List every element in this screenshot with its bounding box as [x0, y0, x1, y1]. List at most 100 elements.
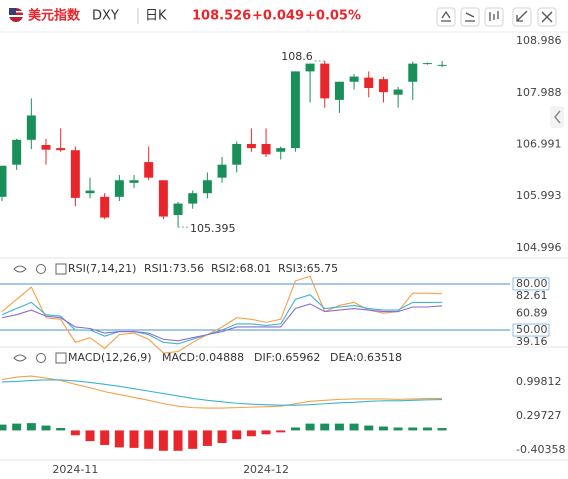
- y-tick-label: 39.16: [516, 335, 548, 348]
- gear-icon[interactable]: [36, 264, 46, 274]
- x-tick-label: 2024-12: [243, 463, 289, 476]
- histogram-bar: [188, 430, 198, 449]
- tool-icon: [541, 11, 553, 23]
- histogram-bar: [85, 430, 95, 442]
- indicator-title: RSI(7,14,21): [68, 262, 136, 275]
- histogram-bar: [305, 423, 315, 431]
- y-tick-label: 106.991: [516, 137, 562, 150]
- tool-icon: [441, 10, 451, 22]
- candle-body: [144, 162, 154, 178]
- candle-body: [320, 63, 330, 99]
- candle-body: [158, 180, 168, 217]
- y-tick-label: 0.29727: [516, 409, 562, 422]
- indicator-line: [1, 294, 443, 345]
- label-box: [512, 277, 550, 291]
- close-icon[interactable]: [55, 263, 67, 275]
- candle-body: [276, 148, 286, 152]
- histogram-bar: [70, 430, 80, 436]
- tool-button[interactable]: [436, 7, 456, 27]
- candle-body: [202, 180, 212, 194]
- candle-body: [41, 145, 51, 150]
- histogram-bar: [261, 430, 271, 435]
- candle-body: [378, 79, 388, 93]
- tool-icon: [489, 11, 499, 21]
- tool-button[interactable]: [512, 7, 532, 27]
- candle-body: [85, 190, 95, 194]
- histogram-bar: [290, 427, 300, 431]
- tool-icon: [465, 12, 475, 22]
- change: +0.049: [252, 9, 304, 24]
- candle-body: [437, 64, 447, 66]
- legend-entry: DEA:0.63518: [330, 351, 402, 364]
- symbol: DXY: [92, 9, 119, 24]
- tool-button[interactable]: [484, 7, 504, 27]
- histogram-bar: [378, 426, 388, 431]
- candle-body: [173, 203, 183, 215]
- histogram-bar: [144, 430, 154, 449]
- histogram-bar: [41, 425, 51, 431]
- histogram-bar: [320, 423, 330, 431]
- gear-icon[interactable]: [36, 353, 46, 363]
- price: 108.526: [192, 9, 251, 24]
- candle-body: [217, 164, 227, 178]
- flag-icon: [9, 8, 23, 22]
- toolbar: [436, 7, 557, 27]
- histogram-bar: [364, 425, 374, 431]
- histogram-bar: [217, 430, 227, 444]
- candle-body: [129, 180, 139, 183]
- indicator-title: MACD(12,26,9): [68, 351, 152, 364]
- histogram-bar: [276, 430, 286, 433]
- tool-button[interactable]: [537, 7, 557, 27]
- histogram-bar: [334, 423, 344, 431]
- y-tick-label: 105.993: [516, 189, 562, 202]
- histogram-bar: [12, 423, 22, 431]
- candle-body: [114, 180, 124, 197]
- panel-icons: [13, 263, 67, 364]
- candle-body: [100, 196, 110, 218]
- y-tick-label: -0.40358: [516, 443, 565, 456]
- candle-body: [232, 143, 242, 165]
- scroll-button[interactable]: [550, 106, 564, 128]
- candle-body: [26, 115, 36, 140]
- indicator-line: [1, 379, 443, 406]
- y-tick-label: 82.61: [516, 289, 548, 302]
- histogram-bar: [56, 427, 66, 431]
- candle-body: [364, 77, 374, 88]
- histogram-bar: [422, 427, 432, 431]
- max-annotation: 108.6: [281, 50, 313, 63]
- candle-body: [56, 148, 66, 151]
- candle-body: [393, 89, 403, 95]
- histogram-bar: [26, 423, 36, 431]
- histogram-bar: [173, 430, 183, 451]
- min-annotation: 105.395: [190, 222, 236, 235]
- period[interactable]: 日K: [145, 9, 167, 24]
- candle-body: [334, 81, 344, 100]
- histogram-bar: [158, 430, 168, 451]
- y-tick-label: 107.988: [516, 86, 562, 99]
- reference-label: 80.00: [516, 277, 548, 290]
- candle-body: [422, 63, 432, 65]
- tool-button[interactable]: [460, 7, 480, 27]
- histogram-bar: [100, 430, 110, 445]
- histogram-bar: [437, 428, 447, 431]
- eye-icon[interactable]: [13, 354, 27, 362]
- close-icon[interactable]: [55, 352, 67, 364]
- histogram-bar: [232, 430, 242, 440]
- candle-body: [0, 165, 7, 197]
- label-box: [512, 323, 550, 337]
- candle-body: [408, 63, 418, 82]
- histogram-bar: [202, 430, 212, 446]
- eye-icon[interactable]: [13, 265, 27, 273]
- candle-body: [188, 193, 198, 204]
- y-tick-label: 60.89: [516, 306, 548, 319]
- candle-body: [349, 76, 359, 82]
- histogram-bar: [349, 423, 359, 431]
- y-tick-label: 108.986: [516, 34, 562, 47]
- legend-entry: RSI1:73.56: [144, 262, 204, 275]
- change-pct: +0.05%: [305, 9, 361, 24]
- candle-body: [290, 71, 300, 149]
- indicator-line: [1, 375, 443, 409]
- y-tick-label: 104.996: [516, 241, 562, 254]
- legend-entry: MACD:0.04888: [162, 351, 244, 364]
